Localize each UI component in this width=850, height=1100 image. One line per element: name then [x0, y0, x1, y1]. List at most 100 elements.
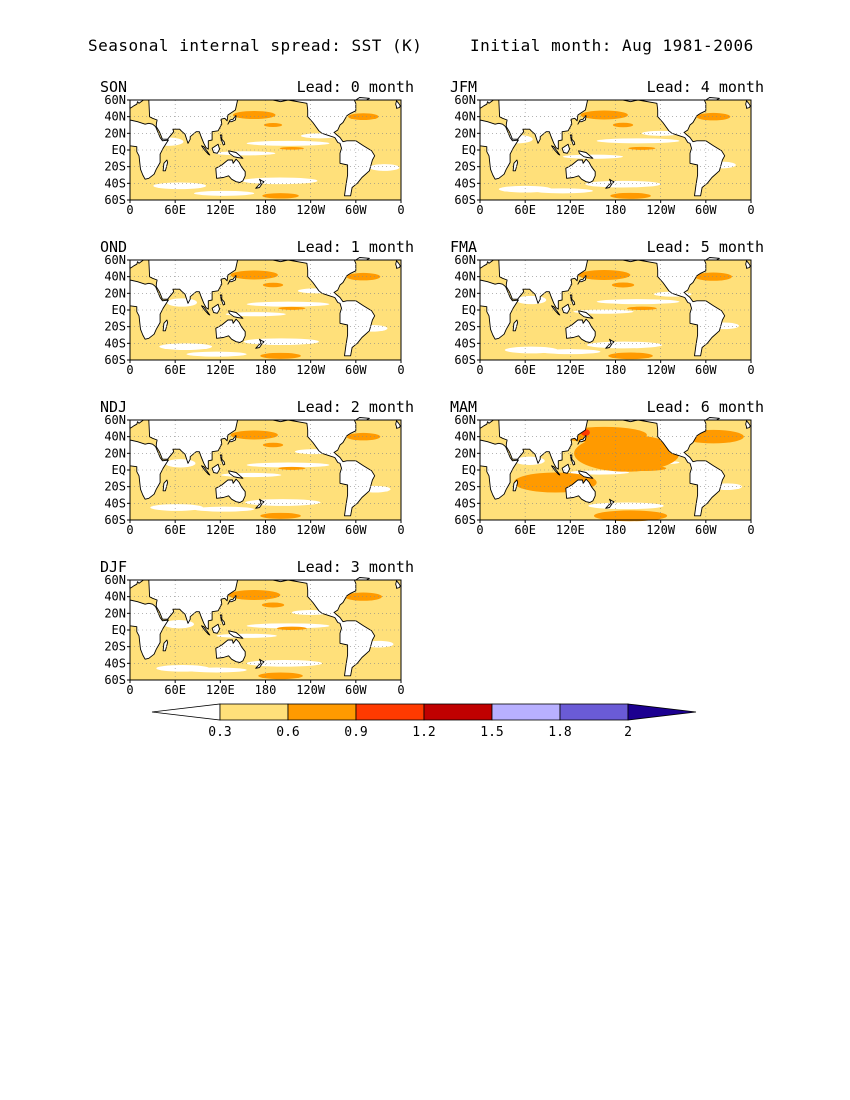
lon-tick-label: 60E — [164, 683, 186, 697]
lat-tick-label: 40S — [104, 176, 126, 190]
map-panel: FMA Lead: 5 month 60N 40N 20N EQ 20S 40S 60S 0 6… — [450, 238, 770, 377]
lon-tick-label: 120E — [206, 523, 235, 537]
lat-tick-label: 20N — [104, 286, 126, 300]
colorbar: 0.3 0.6 0.9 1.2 1.5 1.8 2 — [151, 703, 697, 740]
colorbar-segment — [355, 703, 425, 721]
season-label: JFM — [450, 78, 478, 96]
lat-tick-label: 20S — [104, 160, 126, 174]
lon-tick-label: 60W — [345, 683, 367, 697]
lead-label: Lead: 3 month — [296, 558, 414, 576]
lat-tick-label: 20N — [104, 606, 126, 620]
colorbar-segment — [491, 703, 561, 721]
lon-tick-label: 120E — [206, 363, 235, 377]
lon-tick-label: 120W — [296, 203, 326, 217]
lon-tick-label: 60W — [345, 363, 367, 377]
lat-tick-label: 20S — [104, 640, 126, 654]
lat-tick-label: 40S — [454, 496, 476, 510]
colorbar-segment — [423, 703, 493, 721]
lon-tick-label: 0 — [476, 523, 483, 537]
colorbar-segment — [559, 703, 629, 721]
colorbar-label: 1.5 — [480, 725, 503, 740]
lat-tick-label: 20N — [454, 446, 476, 460]
lat-tick-label: EQ — [112, 303, 126, 317]
lon-tick-label: 0 — [397, 683, 404, 697]
lon-tick-label: 60W — [345, 203, 367, 217]
map-panel: MAM Lead: 6 month 60N 40N 20N EQ 20S 40S 60S 0 6… — [450, 398, 770, 537]
lat-tick-label: 60N — [454, 95, 476, 107]
lat-tick-label: 60N — [454, 415, 476, 427]
lat-tick-label: 40N — [104, 430, 126, 444]
lat-tick-label: 60S — [104, 673, 126, 687]
lon-tick-label: 0 — [397, 363, 404, 377]
lon-tick-label: 0 — [747, 363, 754, 377]
lat-tick-label: 20N — [454, 126, 476, 140]
lat-tick-label: 40N — [454, 270, 476, 284]
lat-tick-label: EQ — [462, 143, 476, 157]
lon-tick-label: 120E — [206, 683, 235, 697]
figure-title: Seasonal internal spread: SST (K) — [88, 36, 423, 55]
initial-month-label: Initial month: Aug 1981-2006 — [470, 36, 754, 55]
lon-tick-label: 60E — [514, 203, 536, 217]
lon-tick-label: 0 — [476, 203, 483, 217]
lat-tick-label: 20S — [104, 480, 126, 494]
lon-tick-label: 120W — [296, 363, 326, 377]
lat-tick-label: 60S — [104, 513, 126, 527]
season-label: FMA — [450, 238, 478, 256]
lat-tick-label: 60S — [454, 353, 476, 367]
lon-tick-label: 180 — [605, 523, 627, 537]
map-panel: JFM Lead: 4 month 60N 40N 20N EQ 20S 40S 60S 0 6… — [450, 78, 770, 217]
lat-tick-label: EQ — [462, 303, 476, 317]
lon-tick-label: 180 — [255, 523, 277, 537]
lat-tick-label: EQ — [112, 463, 126, 477]
lat-tick-label: 40S — [454, 336, 476, 350]
lat-tick-label: 20S — [454, 320, 476, 334]
colorbar-label: 2 — [624, 725, 632, 740]
lon-tick-label: 0 — [397, 203, 404, 217]
lon-tick-label: 0 — [747, 523, 754, 537]
lead-label: Lead: 0 month — [296, 78, 414, 96]
colorbar-label: 0.9 — [344, 725, 367, 740]
lat-tick-label: EQ — [112, 623, 126, 637]
lon-tick-label: 0 — [126, 203, 133, 217]
lead-label: Lead: 1 month — [296, 238, 414, 256]
map-panel: OND Lead: 1 month 60N 40N 20N EQ 20S 40S 60S 0 6… — [100, 238, 420, 377]
lon-tick-label: 60W — [695, 363, 717, 377]
lon-tick-label: 120W — [646, 523, 676, 537]
colorbar-label: 0.3 — [208, 725, 231, 740]
colorbar-segment — [219, 703, 289, 721]
lat-tick-label: 40N — [454, 430, 476, 444]
lon-tick-label: 180 — [255, 203, 277, 217]
lat-tick-label: 40S — [104, 656, 126, 670]
lon-tick-label: 60W — [695, 203, 717, 217]
season-label: NDJ — [100, 398, 128, 416]
lat-tick-label: EQ — [112, 143, 126, 157]
lead-label: Lead: 2 month — [296, 398, 414, 416]
lon-tick-label: 120E — [556, 523, 585, 537]
lat-tick-label: EQ — [462, 463, 476, 477]
lat-tick-label: 20S — [454, 480, 476, 494]
lat-tick-label: 60S — [454, 513, 476, 527]
lat-tick-label: 20S — [104, 320, 126, 334]
lon-tick-label: 180 — [255, 683, 277, 697]
lat-tick-label: 40S — [104, 496, 126, 510]
lat-tick-label: 20N — [454, 286, 476, 300]
lon-tick-label: 0 — [126, 683, 133, 697]
lat-tick-label: 40N — [454, 110, 476, 124]
lat-tick-label: 40S — [104, 336, 126, 350]
lat-tick-label: 40S — [454, 176, 476, 190]
lon-tick-label: 120E — [556, 363, 585, 377]
lon-tick-label: 120W — [646, 203, 676, 217]
lon-tick-label: 180 — [255, 363, 277, 377]
lead-label: Lead: 4 month — [646, 78, 764, 96]
lat-tick-label: 20N — [104, 126, 126, 140]
lat-tick-label: 20N — [104, 446, 126, 460]
lon-tick-label: 0 — [126, 523, 133, 537]
colorbar-segment — [287, 703, 357, 721]
colorbar-label: 0.6 — [276, 725, 299, 740]
lead-label: Lead: 5 month — [646, 238, 764, 256]
